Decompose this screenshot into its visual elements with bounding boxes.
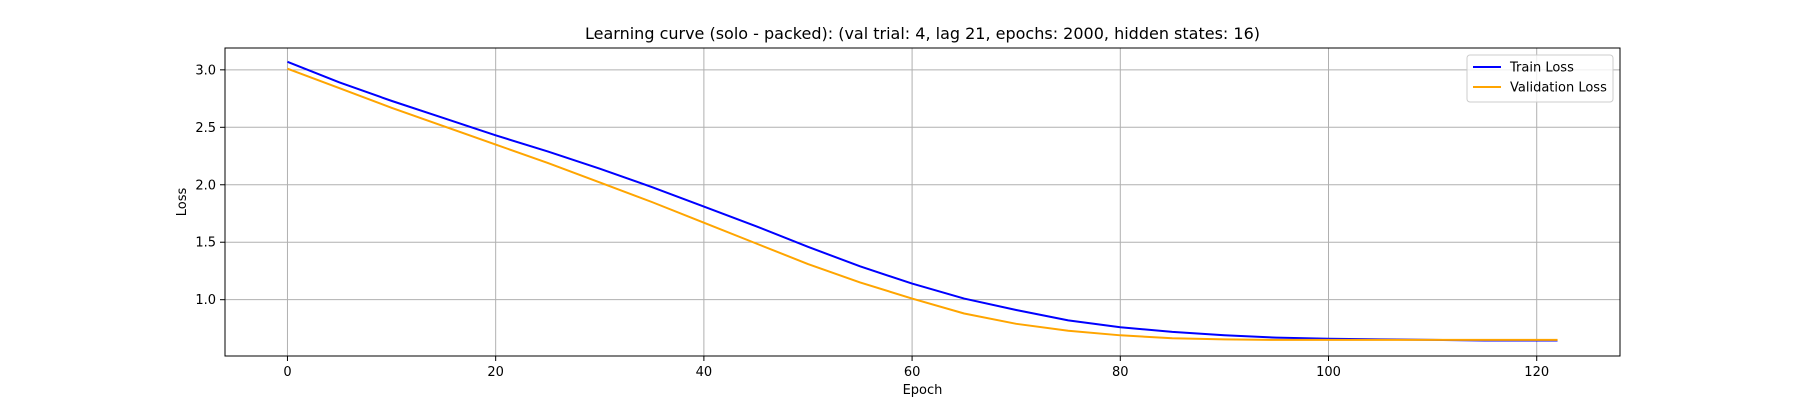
series-layer (287, 60, 1558, 342)
x-tick-label: 60 (904, 365, 921, 380)
legend-label: Train Loss (1509, 61, 1574, 76)
x-tick-label: 0 (283, 365, 291, 380)
x-axis-label: Epoch (903, 383, 943, 398)
axis-ticks: 0 20 40 60 80 100 120 1.0 1.5 2.0 2.5 3.0 (195, 63, 1549, 380)
legend-label: Validation Loss (1510, 81, 1607, 96)
x-tick-label: 100 (1316, 365, 1341, 380)
series-line-validation-loss (287, 67, 1558, 341)
y-tick-label: 1.5 (195, 236, 216, 251)
y-tick-label: 1.0 (195, 293, 216, 308)
x-tick-label: 80 (1112, 365, 1129, 380)
x-tick-label: 120 (1524, 365, 1549, 380)
x-tick-label: 40 (696, 365, 713, 380)
legend: Train Loss Validation Loss (1466, 54, 1614, 103)
y-tick-label: 2.5 (195, 121, 216, 136)
x-tick-label: 20 (487, 365, 504, 380)
y-tick-label: 3.0 (195, 63, 216, 78)
y-axis-label: Loss (175, 188, 190, 217)
plot-frame (224, 47, 1621, 357)
legend-box (1466, 54, 1614, 103)
y-tick-label: 2.0 (195, 178, 216, 193)
chart-title: Learning curve (solo - packed): (val tri… (585, 24, 1260, 43)
grid-lines (225, 48, 1620, 356)
